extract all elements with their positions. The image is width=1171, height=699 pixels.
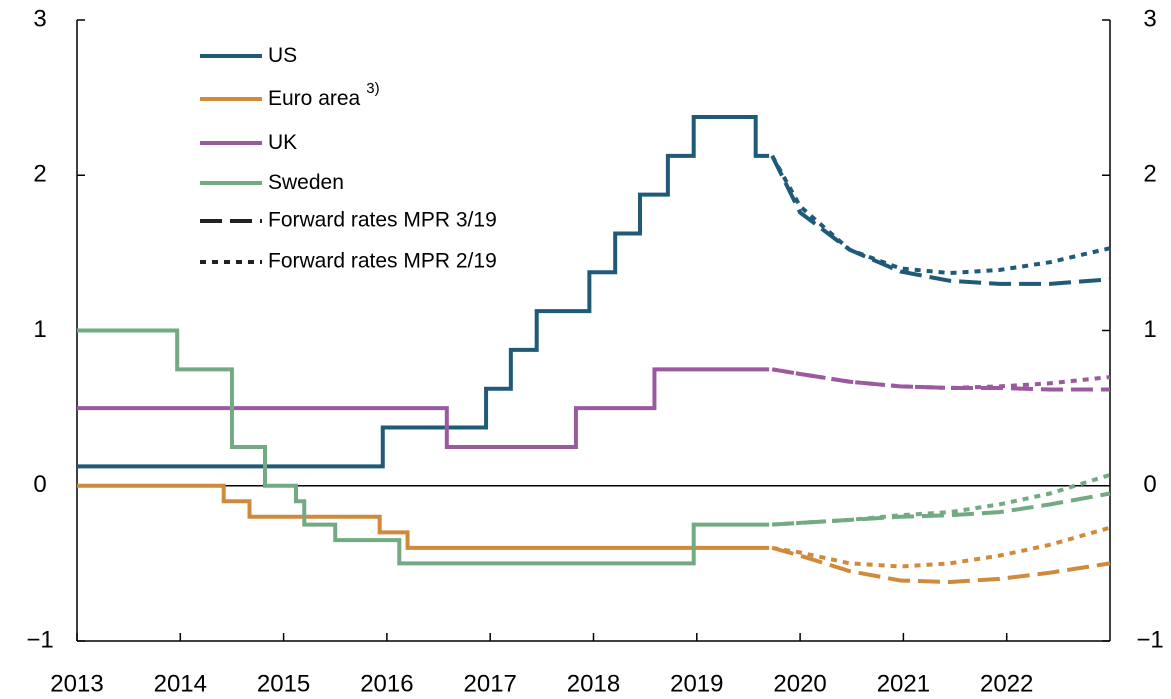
x-tick-label: 2014 [154, 670, 207, 697]
forward-line [770, 154, 1111, 286]
legend-label: Euro area 3) [268, 80, 380, 110]
y-tick-label: 0 [33, 471, 46, 498]
legend-name: US [268, 44, 297, 67]
series-line [77, 115, 770, 469]
x-tick-label: 2021 [877, 670, 930, 697]
y2-tick-label: 3 [1143, 5, 1156, 32]
x-tick-label: 2016 [360, 670, 413, 697]
legend-label: Sweden [268, 171, 344, 194]
legend-name: UK [268, 131, 297, 154]
y-tick-label: 1 [33, 316, 46, 343]
forward-line [770, 154, 1111, 276]
series-line [77, 367, 770, 449]
legend-name: Euro area [268, 87, 361, 110]
legend-label: US [268, 44, 297, 67]
legend-label: Forward rates MPR 3/19 [268, 209, 497, 232]
legend-superscript: 3) [366, 80, 379, 97]
forward-line [771, 367, 1111, 390]
forward-line [771, 545, 1111, 585]
x-tick-label: 2017 [464, 670, 517, 697]
x-tick-label: 2019 [670, 670, 723, 697]
x-tick-label: 2020 [773, 670, 826, 697]
x-tick-label: 2013 [50, 670, 103, 697]
y2-tick-label: 0 [1143, 471, 1156, 498]
x-tick-label: 2022 [980, 670, 1033, 697]
y2-tick-label: 1 [1143, 316, 1156, 343]
y2-tick-label: −1 [1136, 626, 1163, 653]
legend-name: Sweden [268, 171, 344, 194]
series-line [77, 328, 770, 566]
forward-line [771, 525, 1111, 569]
y-tick-label: 3 [33, 5, 46, 32]
y-tick-label: −1 [26, 626, 53, 653]
x-tick-label: 2018 [567, 670, 620, 697]
legend-label: UK [268, 131, 297, 154]
series-line [77, 483, 770, 550]
legend-label: Forward rates MPR 2/19 [268, 250, 497, 273]
x-tick-label: 2015 [257, 670, 310, 697]
y-tick-label: 2 [33, 161, 46, 188]
forward-line [772, 472, 1111, 527]
y2-tick-label: 2 [1143, 161, 1156, 188]
